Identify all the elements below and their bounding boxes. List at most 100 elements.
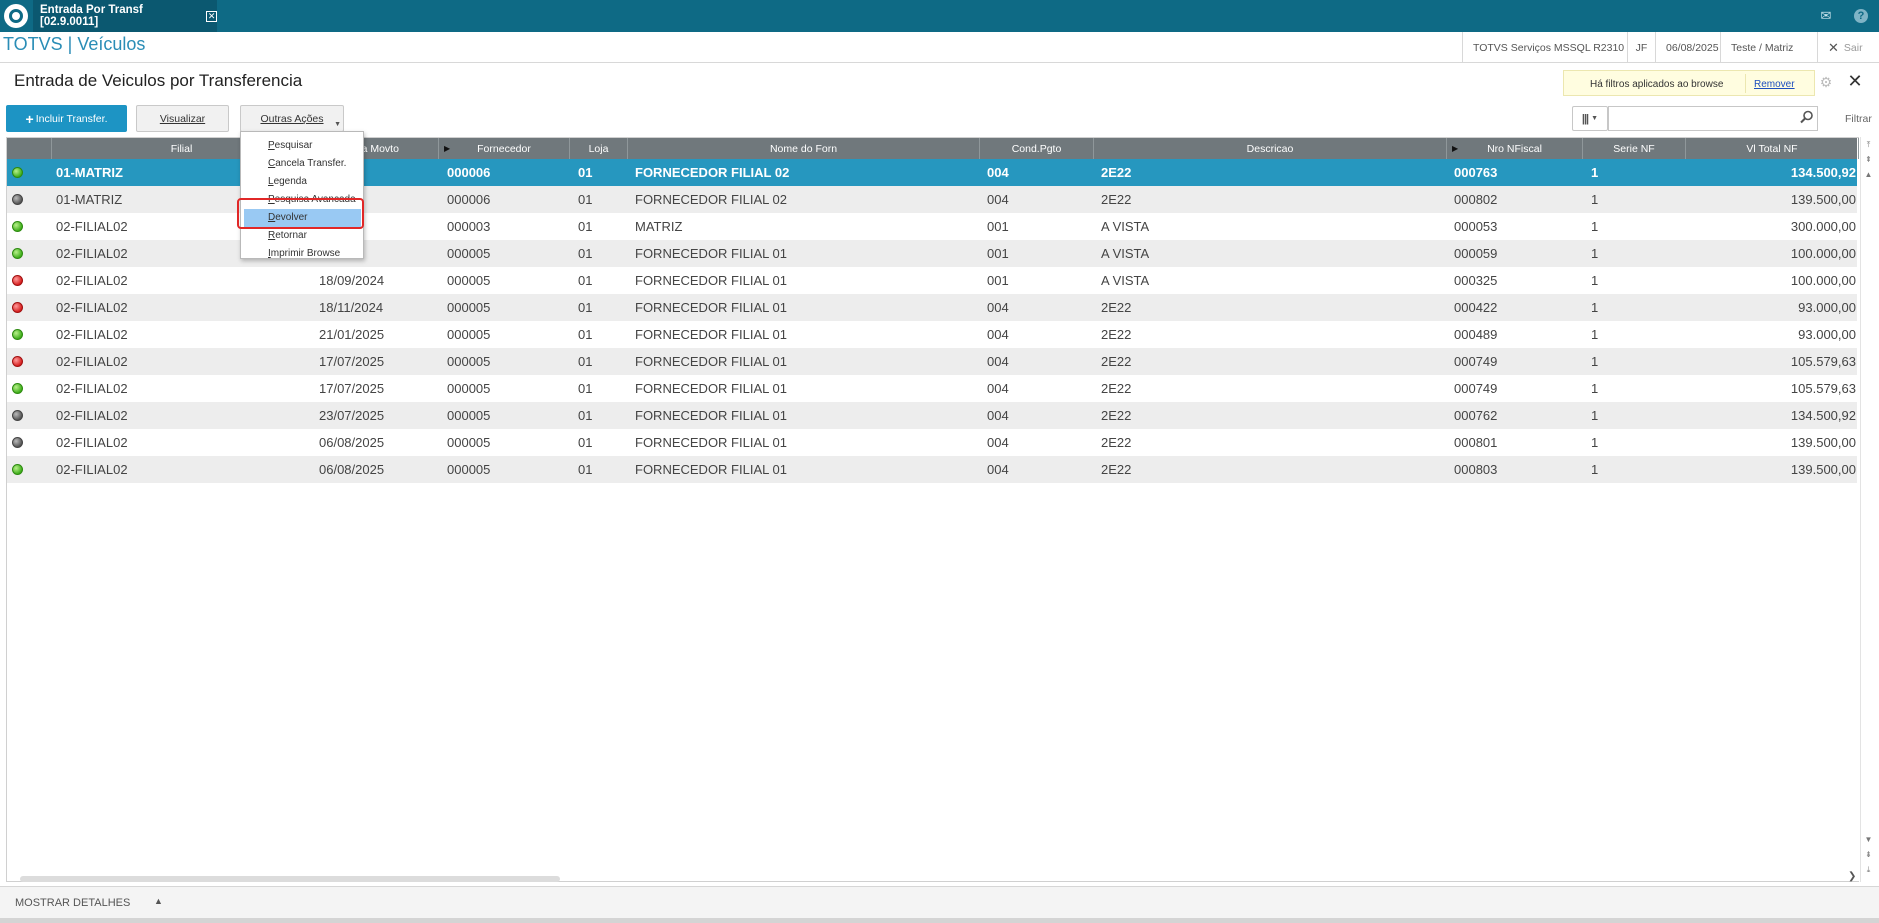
table-row[interactable]: 02-FILIAL02 17/07/2025 000005 01 FORNECEDOR … [7,348,1857,375]
scroll-page-up-icon[interactable]: ⇞ [1865,155,1872,164]
column-header-loja[interactable]: Loja [570,138,628,159]
menu-item[interactable]: Pesquisar [241,137,363,155]
menu-item[interactable]: Devolver [244,209,361,227]
remove-filter-link[interactable]: Remover [1754,79,1795,90]
menu-item[interactable]: Imprimir Browse [241,245,363,263]
column-header-descricao[interactable]: Descricao [1094,138,1447,159]
column-header-vl-total-nf[interactable]: Vl Total NF [1686,138,1859,159]
cell-serie-nf: 1 [1591,408,1599,423]
column-header-fornecedor-label: Fornecedor [477,142,531,155]
cell-fornecedor: 000005 [447,273,491,288]
close-page-icon[interactable]: ✕ [1847,71,1863,91]
menu-item[interactable]: Legenda [241,173,363,191]
menu-item[interactable]: Cancela Transfer. [241,155,363,173]
columns-icon: ||| [1581,112,1589,125]
column-header-nome-forn[interactable]: Nome do Forn [628,138,980,159]
table-row[interactable]: 02-FILIAL02 06/08/2025 000005 01 FORNECEDOR … [7,429,1857,456]
table-row[interactable]: 02-FILIAL02 18/09/2024 000005 01 FORNECEDOR … [7,267,1857,294]
search-icon[interactable] [1800,110,1814,126]
column-header-cond-pgto[interactable]: Cond.Pgto [980,138,1094,159]
vertical-scrollbar[interactable]: ⤒ ⇞ ▲ ▼ ⇟ ⤓ [1860,137,1875,882]
details-footer[interactable]: MOSTRAR DETALHES ▲ [0,886,1879,918]
cell-cond-pgto: 001 [987,219,1009,234]
cell-descricao: A VISTA [1101,273,1150,288]
cell-serie-nf: 1 [1591,381,1599,396]
show-details-label[interactable]: MOSTRAR DETALHES [15,897,131,909]
table-row[interactable]: 02-FILIAL02 23/07/2025 000005 01 FORNECEDOR … [7,402,1857,429]
cell-serie-nf: 1 [1591,192,1599,207]
menu-item-accelerator: D [268,212,276,223]
cell-nome-forn: FORNECEDOR FILIAL 01 [635,408,787,423]
cell-loja: 01 [578,381,593,396]
menu-item-label: etornar [275,230,307,241]
cell-loja: 01 [578,192,593,207]
column-header-status[interactable] [7,138,52,159]
scroll-top-icon[interactable]: ⤒ [1866,140,1871,149]
include-transfer-button[interactable]: + Incluir Transfer. [6,105,127,132]
menu-item[interactable]: Retornar [241,227,363,245]
table-row[interactable]: 02-FILIAL02 21/01/2025 000005 01 FORNECEDOR … [7,321,1857,348]
cell-serie-nf: 1 [1591,246,1599,261]
view-button[interactable]: Visualizar [136,105,229,132]
cell-serie-nf: 1 [1591,435,1599,450]
tab-close-icon[interactable]: ✕ [206,10,217,22]
cell-descricao: 2E22 [1101,165,1132,180]
cell-cond-pgto: 004 [987,408,1009,423]
cell-nro-nfiscal: 000749 [1454,381,1498,396]
page-title: Entrada de Veiculos por Transferencia [14,71,303,90]
status-gray-icon [12,194,23,205]
table-row[interactable]: 02-FILIAL02 17/07/2025 000005 01 FORNECEDOR … [7,375,1857,402]
scroll-right-icon[interactable]: ❯ [1848,871,1857,882]
cell-descricao: 2E22 [1101,327,1132,342]
search-input[interactable] [1608,106,1818,131]
grid-header: Filial Dta Movto ▶ Fornecedor Loja Nome d… [7,138,1859,159]
cell-nome-forn: FORNECEDOR FILIAL 02 [635,192,787,207]
cell-vl-total-nf: 139.500,00 [1790,435,1856,450]
cell-vl-total-nf: 139.500,00 [1790,462,1856,477]
cell-filial: 02-FILIAL02 [56,246,128,261]
cell-cond-pgto: 004 [987,165,1009,180]
tab-entrada-por-transf[interactable]: Entrada Por Transf [02.9.0011] ✕ [33,0,217,32]
cell-descricao: 2E22 [1101,381,1132,396]
column-header-serie-nf[interactable]: Serie NF [1583,138,1686,159]
cell-cond-pgto: 004 [987,435,1009,450]
top-bar: Entrada Por Transf [02.9.0011] ✕ ✉ ? [0,0,1879,32]
status-green-icon [12,464,23,475]
column-header-nro-nfiscal[interactable]: ▶ Nro NFiscal [1447,138,1583,159]
scroll-bottom-icon[interactable]: ⤓ [1866,865,1871,874]
cell-descricao: 2E22 [1101,300,1132,315]
other-actions-button[interactable]: Outras Ações ▼ [240,105,344,132]
cell-fornecedor: 000005 [447,462,491,477]
column-selector-button[interactable]: ||| ▼ [1572,106,1608,131]
status-red-icon [12,302,23,313]
gear-icon[interactable]: ⚙ [1819,74,1833,90]
mail-icon[interactable]: ✉ [1820,8,1832,23]
cell-filial: 02-FILIAL02 [56,435,128,450]
bottom-strip [0,918,1879,923]
app-header: TOTVS | Veículos TOTVS Serviços MSSQL R2… [0,32,1879,63]
cell-filial: 02-FILIAL02 [56,462,128,477]
cell-filial: 02-FILIAL02 [56,408,128,423]
cell-nro-nfiscal: 000801 [1454,435,1498,450]
status-green-icon [12,221,23,232]
cell-nro-nfiscal: 000749 [1454,354,1498,369]
cell-vl-total-nf: 134.500,92 [1790,408,1856,423]
chevron-up-icon[interactable]: ▲ [154,896,163,906]
scroll-page-down-icon[interactable]: ⇟ [1865,850,1872,859]
cell-nro-nfiscal: 000489 [1454,327,1498,342]
table-row[interactable]: 02-FILIAL02 18/11/2024 000005 01 FORNECEDOR … [7,294,1857,321]
horizontal-scrollbar-thumb[interactable] [20,876,560,882]
scroll-up-icon[interactable]: ▲ [1864,170,1873,179]
cell-serie-nf: 1 [1591,327,1599,342]
table-row[interactable]: 02-FILIAL02 06/08/2025 000005 01 FORNECEDOR … [7,456,1857,483]
cell-filial: 01-MATRIZ [56,192,123,207]
cell-vl-total-nf: 134.500,92 [1790,165,1856,180]
table-row[interactable]: 02-FILIAL022300000301MATRIZ001A VISTA000… [7,213,1857,240]
help-icon[interactable]: ? [1854,9,1868,23]
brand-title: TOTVS | Veículos [3,34,146,54]
cell-fornecedor: 000005 [447,327,491,342]
scroll-down-icon[interactable]: ▼ [1864,835,1873,844]
filter-label[interactable]: Filtrar [1845,113,1872,125]
exit-button[interactable]: ✕ Sair [1817,32,1879,63]
column-header-fornecedor[interactable]: ▶ Fornecedor [439,138,570,159]
